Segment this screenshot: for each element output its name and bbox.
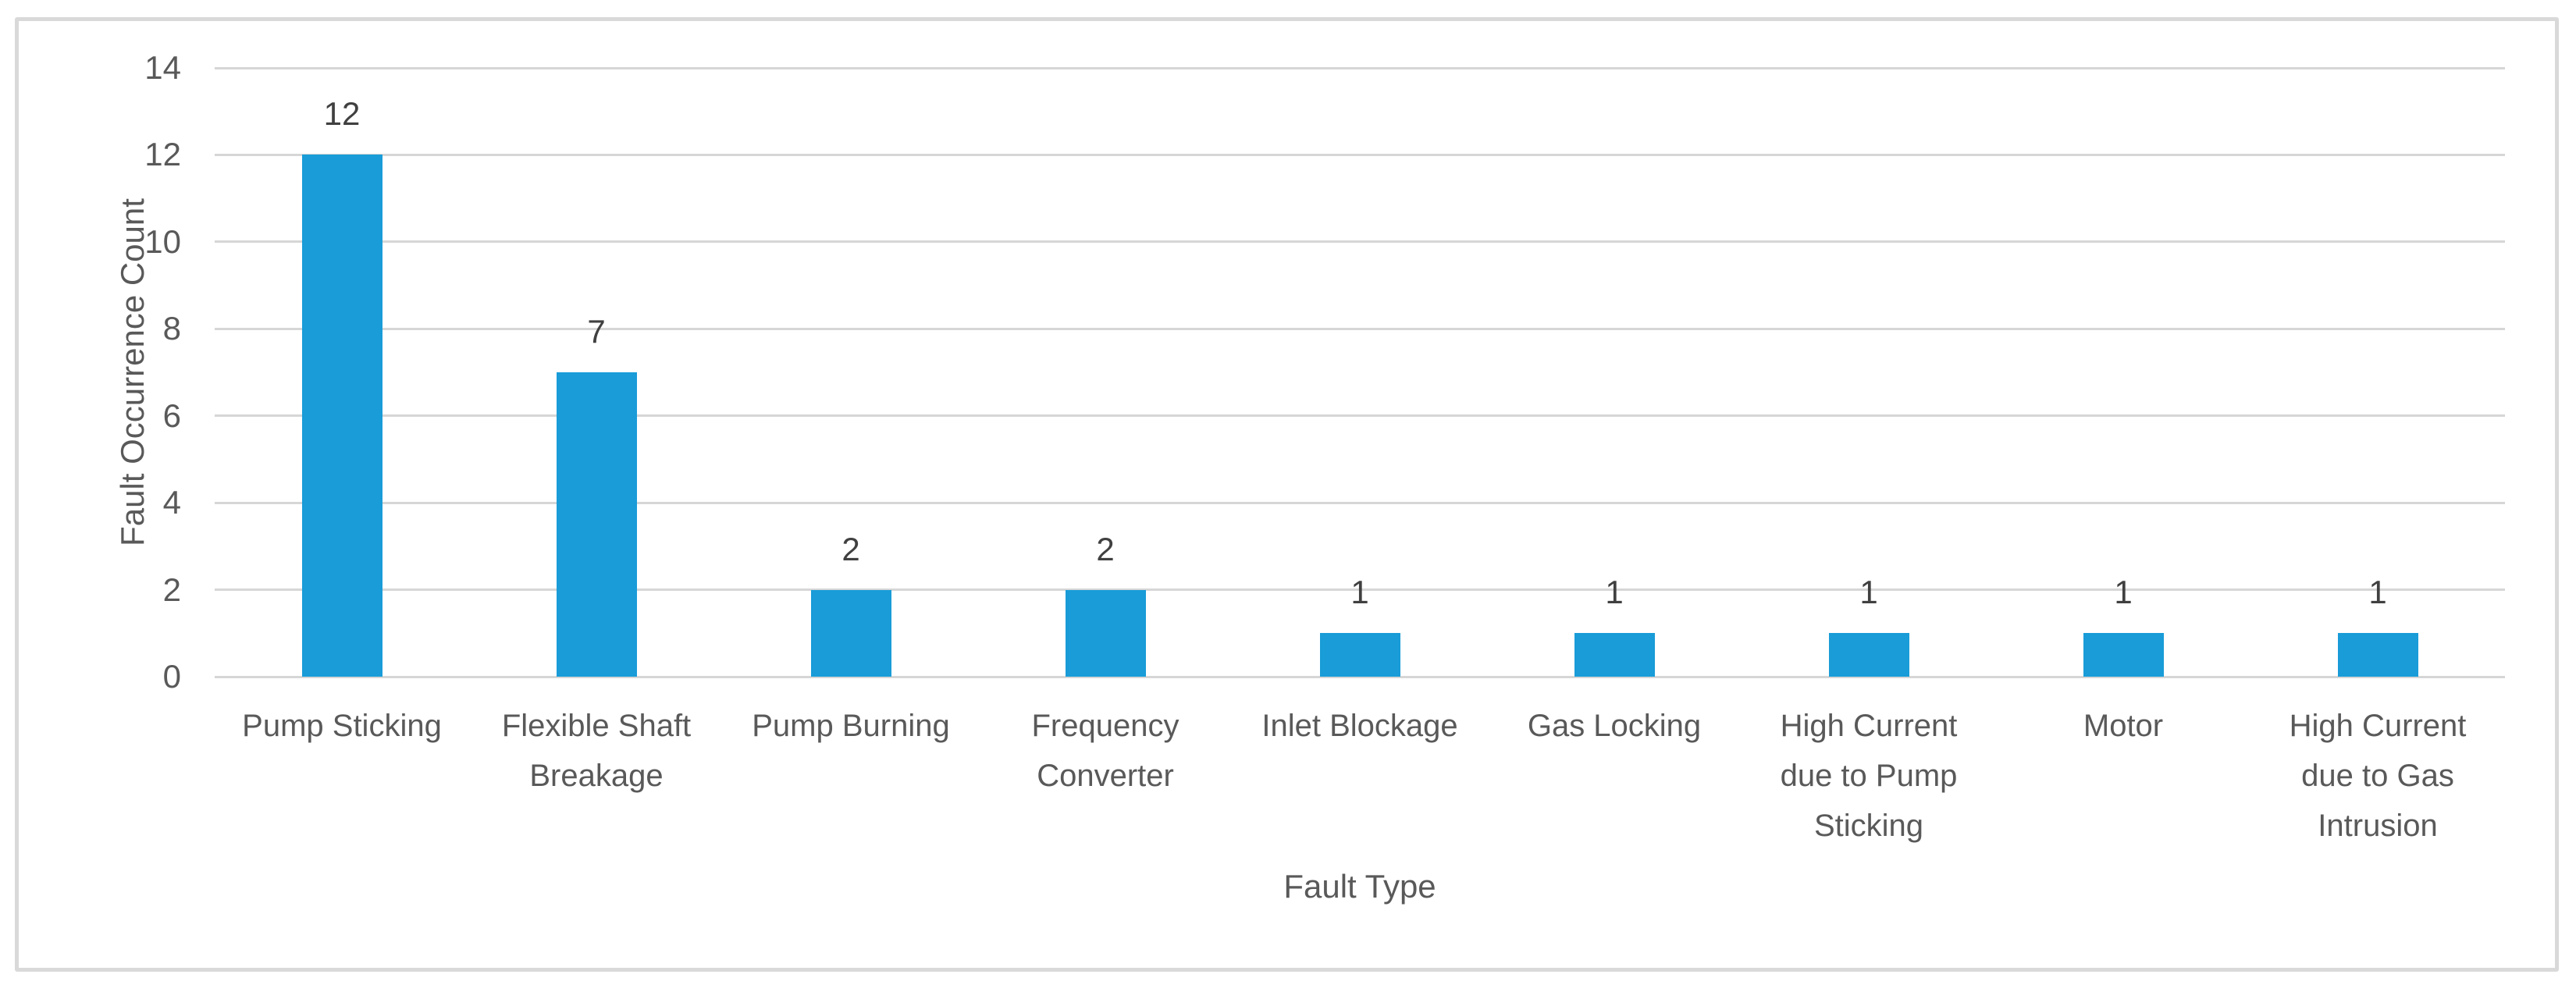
gridline-y6	[215, 414, 2505, 418]
gridline-y2	[215, 588, 2505, 592]
bar-3	[1065, 589, 1146, 677]
bar-value-label: 1	[1859, 574, 1878, 611]
gridline-y8	[215, 327, 2505, 330]
bar-2	[810, 589, 891, 677]
bar-0	[301, 155, 382, 677]
bar-value-label: 7	[587, 313, 606, 350]
bar-value-label: 2	[1096, 530, 1115, 567]
x-category-label: Pump Sticking	[242, 709, 442, 743]
bar-5	[1574, 633, 1655, 677]
bar-1	[556, 372, 637, 677]
gridline-y14	[215, 66, 2505, 69]
gridline-y0	[215, 675, 2505, 678]
y-tick-label: 4	[162, 484, 181, 521]
x-category-label: Gas Locking	[1527, 709, 1702, 743]
y-tick-label: 10	[144, 222, 181, 260]
x-category-label: High Current due to Gas Intrusion	[2289, 709, 2467, 843]
bar-7	[2083, 633, 2164, 677]
bar-8	[2337, 633, 2418, 677]
y-tick-label: 2	[162, 571, 181, 608]
gridline-y10	[215, 240, 2505, 244]
y-tick-label: 12	[144, 136, 181, 173]
x-axis-title: Fault Type	[1283, 868, 1436, 905]
bar-4	[1319, 633, 1400, 677]
x-category-label: High Current due to Pump Sticking	[1780, 709, 1958, 843]
gridline-y4	[215, 501, 2505, 504]
y-tick-label: 0	[162, 658, 181, 695]
bar-value-label: 1	[2368, 574, 2387, 611]
x-category-label: Flexible Shaft Breakage	[501, 709, 692, 793]
gridline-y12	[215, 153, 2505, 156]
bar-6	[1828, 633, 1909, 677]
bar-value-label: 1	[2114, 574, 2133, 611]
y-axis-title: Fault Occurrence Count	[114, 198, 151, 546]
y-tick-label: 6	[162, 396, 181, 434]
chart-border	[15, 17, 2559, 972]
bar-value-label: 1	[1350, 574, 1369, 611]
bar-value-label: 12	[323, 95, 361, 133]
y-tick-label: 14	[144, 49, 181, 86]
y-tick-label: 8	[162, 310, 181, 347]
bar-value-label: 1	[1605, 574, 1624, 611]
x-category-label: Frequency Converter	[1031, 709, 1179, 793]
bar-value-label: 2	[841, 530, 860, 567]
x-category-label: Inlet Blockage	[1261, 709, 1458, 743]
x-category-label: Pump Burning	[752, 709, 950, 743]
x-category-label: Motor	[2083, 709, 2164, 743]
